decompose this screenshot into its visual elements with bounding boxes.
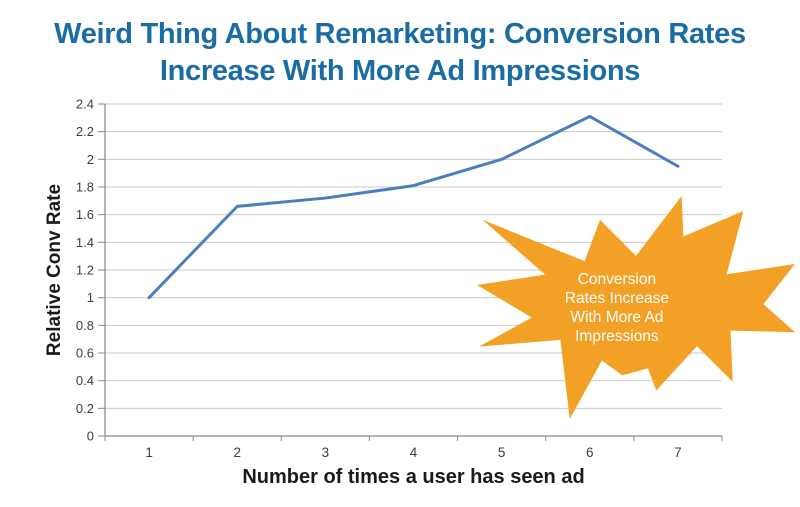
- y-tick-label: 0.2: [76, 401, 94, 416]
- y-tick-label: 0.8: [76, 318, 94, 333]
- callout-text-line: Rates Increase: [564, 289, 670, 307]
- x-tick-label: 7: [674, 445, 682, 460]
- callout-text-line: Impressions: [575, 327, 659, 345]
- y-tick-label: 1.6: [76, 207, 94, 222]
- x-tick-label: 6: [586, 445, 594, 460]
- y-tick-label: 2: [87, 152, 94, 167]
- starburst-icon: [477, 196, 795, 419]
- x-tick-label: 1: [145, 445, 153, 460]
- x-tick-label: 2: [233, 445, 241, 460]
- y-axis-title: Relative Conv Rate: [44, 183, 65, 357]
- series-line: [147, 114, 680, 300]
- x-axis-title: Number of times a user has seen ad: [242, 466, 585, 488]
- callout-text-line: Conversion: [577, 270, 657, 288]
- page-title-line1: Weird Thing About Remarketing: Conversio…: [54, 18, 746, 50]
- x-tick-label: 3: [322, 445, 330, 460]
- y-tick-label: 0.6: [76, 346, 94, 361]
- y-tick-label: 2.2: [76, 124, 94, 139]
- callout-text-line: With More Ad: [570, 308, 664, 326]
- y-tick-label: 1.4: [76, 235, 94, 250]
- page-title: Weird Thing About Remarketing: Conversio…: [0, 16, 800, 90]
- y-tick-label: 1.2: [76, 263, 94, 278]
- page-title-line2: Increase With More Ad Impressions: [159, 55, 641, 87]
- y-tick-label: 0: [87, 429, 94, 444]
- callout-starburst: Conversion Rates Increase With More Ad I…: [477, 196, 795, 419]
- y-tick-label: 1.8: [76, 180, 94, 195]
- y-tick-label: 1: [87, 290, 94, 305]
- x-tick-label: 5: [498, 445, 506, 460]
- x-tick-label: 4: [410, 445, 418, 460]
- callout-text: Conversion Rates Increase With More Ad I…: [477, 196, 757, 419]
- y-tick-label: 2.4: [76, 97, 94, 112]
- y-tick-label: 0.4: [76, 373, 94, 388]
